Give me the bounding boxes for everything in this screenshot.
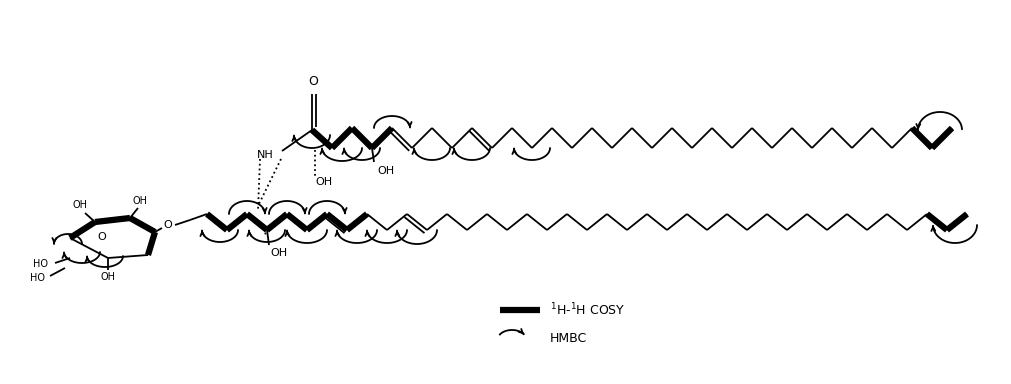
Text: HO: HO [33,259,48,269]
Text: NH: NH [257,150,274,160]
Text: HO: HO [30,273,44,283]
Text: OH: OH [100,272,115,282]
Text: O: O [97,232,106,242]
Text: $^{1}$H-$^{1}$H COSY: $^{1}$H-$^{1}$H COSY [549,302,625,318]
Text: OH: OH [73,200,87,210]
Text: O: O [164,220,172,230]
Text: O: O [307,75,317,88]
Text: OH: OH [132,196,148,206]
Text: OH: OH [377,166,393,176]
Text: OH: OH [270,248,287,258]
Text: HMBC: HMBC [549,333,586,346]
Text: OH: OH [314,177,332,187]
